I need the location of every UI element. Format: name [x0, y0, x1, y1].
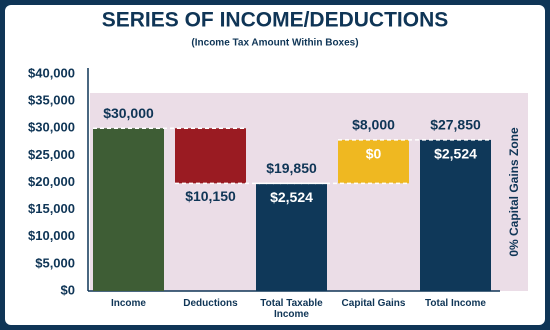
- bar: [175, 128, 246, 184]
- bar: [420, 139, 491, 291]
- y-tick-label: $40,000: [28, 65, 75, 80]
- bar: [338, 139, 409, 184]
- tax-label: $2,524: [434, 146, 477, 162]
- bar: [93, 128, 164, 291]
- x-tick-label: Income: [110, 298, 146, 309]
- value-label: $19,850: [266, 160, 317, 176]
- value-label: $30,000: [103, 105, 154, 121]
- y-tick-label: $35,000: [28, 93, 75, 108]
- y-tick-label: $5,000: [35, 255, 75, 270]
- value-label: $27,850: [430, 117, 481, 133]
- bar: [256, 183, 327, 291]
- chart-title: SERIES OF INCOME/DEDUCTIONS: [102, 9, 449, 32]
- zone-label: 0% Capital Gains Zone: [507, 127, 521, 257]
- x-tick-label: Total Income: [425, 298, 486, 309]
- y-tick-label: $10,000: [28, 228, 75, 243]
- y-tick-label: $20,000: [28, 174, 75, 189]
- y-tick-label: $25,000: [28, 147, 75, 162]
- value-label: $8,000: [352, 117, 395, 133]
- x-tick-label: Deductions: [183, 298, 238, 309]
- x-tick-label: Total Taxable Income: [260, 298, 323, 320]
- chart-subtitle: (Income Tax Amount Within Boxes): [191, 38, 358, 49]
- tax-label: $0: [366, 146, 382, 162]
- value-label: $10,150: [185, 188, 236, 204]
- tax-label: $2,524: [270, 189, 313, 205]
- y-tick-label: $15,000: [28, 201, 75, 216]
- y-tick-label: $30,000: [28, 120, 75, 135]
- y-tick-label: $0: [61, 282, 75, 297]
- x-tick-label: Capital Gains: [341, 298, 406, 309]
